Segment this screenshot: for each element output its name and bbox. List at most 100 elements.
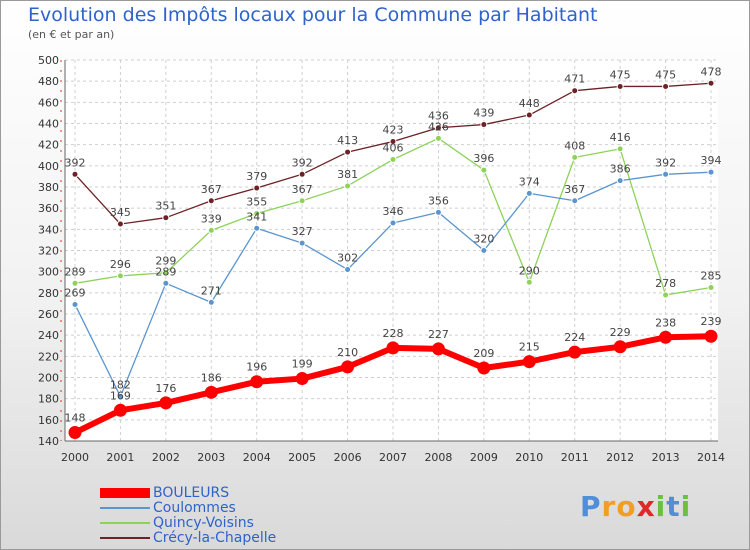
data-label: 296 xyxy=(110,258,131,271)
x-tick-label: 2005 xyxy=(288,451,316,464)
data-label: 478 xyxy=(701,65,722,78)
data-label: 182 xyxy=(110,379,131,392)
data-point xyxy=(207,226,215,234)
data-label: 186 xyxy=(201,371,222,384)
logo-letter: t xyxy=(666,490,681,523)
data-point xyxy=(525,111,533,119)
data-point xyxy=(571,197,579,205)
legend-swatch xyxy=(100,537,150,539)
x-tick-label: 2007 xyxy=(379,451,407,464)
x-tick-label: 2011 xyxy=(561,451,589,464)
data-point xyxy=(480,166,488,174)
data-label: 426 xyxy=(428,120,449,133)
y-tick-label: 400 xyxy=(38,160,59,173)
y-tick-label: 460 xyxy=(38,96,59,109)
data-point xyxy=(522,355,536,369)
data-label: 392 xyxy=(65,156,86,169)
data-label: 475 xyxy=(655,68,676,81)
chart-subtitle: (en € et par an) xyxy=(28,28,115,41)
data-point xyxy=(434,124,442,132)
data-label: 299 xyxy=(155,255,176,268)
data-point xyxy=(616,82,624,90)
data-point xyxy=(344,266,352,274)
y-tick-label: 420 xyxy=(38,139,59,152)
logo-letter: i xyxy=(680,490,692,523)
data-label: 209 xyxy=(473,347,494,360)
data-label: 169 xyxy=(110,389,131,402)
data-point xyxy=(116,272,124,280)
y-tick-label: 300 xyxy=(38,266,59,279)
x-tick-label: 2002 xyxy=(152,451,180,464)
data-label: 196 xyxy=(246,361,267,374)
logo-letter: r xyxy=(601,490,617,523)
logo-letter: x xyxy=(636,490,656,523)
data-label: 290 xyxy=(519,264,540,277)
data-point xyxy=(434,134,442,142)
data-point xyxy=(71,170,79,178)
x-tick-label: 2013 xyxy=(652,451,680,464)
x-tick-label: 2004 xyxy=(243,451,271,464)
x-tick-label: 2001 xyxy=(106,451,134,464)
y-tick-label: 380 xyxy=(38,181,59,194)
data-point xyxy=(341,360,355,374)
y-tick-label: 240 xyxy=(38,329,59,342)
x-tick-label: 2006 xyxy=(334,451,362,464)
data-point xyxy=(662,82,670,90)
y-tick-label: 260 xyxy=(38,308,59,321)
data-point xyxy=(389,137,397,145)
y-tick-label: 500 xyxy=(38,54,59,67)
data-label: 381 xyxy=(337,168,358,181)
data-point xyxy=(250,375,264,389)
data-label: 148 xyxy=(65,412,86,425)
data-point xyxy=(568,345,582,359)
data-label: 229 xyxy=(610,326,631,339)
data-label: 238 xyxy=(655,316,676,329)
logo-letter: P xyxy=(580,490,602,523)
data-point xyxy=(116,393,124,401)
data-label: 215 xyxy=(519,341,540,354)
data-point xyxy=(162,214,170,222)
y-tick-label: 440 xyxy=(38,118,59,131)
data-point xyxy=(659,330,673,344)
data-label: 289 xyxy=(65,265,86,278)
data-point xyxy=(616,145,624,153)
data-label: 367 xyxy=(201,183,222,196)
data-label: 392 xyxy=(292,156,313,169)
data-label: 346 xyxy=(383,205,404,218)
data-point xyxy=(344,148,352,156)
y-tick-label: 280 xyxy=(38,287,59,300)
data-point xyxy=(71,279,79,287)
data-point xyxy=(616,177,624,185)
y-tick-label: 180 xyxy=(38,393,59,406)
data-label: 475 xyxy=(610,68,631,81)
data-point xyxy=(162,269,170,277)
data-point xyxy=(389,219,397,227)
data-label: 199 xyxy=(292,358,313,371)
data-label: 406 xyxy=(383,141,404,154)
data-label: 374 xyxy=(519,175,540,188)
data-point xyxy=(707,79,715,87)
data-point xyxy=(344,182,352,190)
data-point xyxy=(207,298,215,306)
data-point xyxy=(71,300,79,308)
data-point xyxy=(571,87,579,95)
data-point xyxy=(162,279,170,287)
data-label: 471 xyxy=(564,73,585,86)
data-point xyxy=(662,291,670,299)
data-label: 355 xyxy=(246,195,267,208)
data-label: 224 xyxy=(564,331,585,344)
x-tick-label: 2003 xyxy=(197,451,225,464)
data-label: 327 xyxy=(292,225,313,238)
data-label: 386 xyxy=(610,163,631,176)
data-label: 271 xyxy=(201,284,222,297)
x-tick-label: 2010 xyxy=(515,451,543,464)
y-tick-label: 320 xyxy=(38,245,59,258)
data-label: 302 xyxy=(337,252,358,265)
data-point xyxy=(207,197,215,205)
data-label: 416 xyxy=(610,131,631,144)
data-label: 227 xyxy=(428,328,449,341)
data-point xyxy=(295,372,309,386)
x-tick-label: 2000 xyxy=(61,451,89,464)
data-point xyxy=(298,170,306,178)
y-tick-label: 480 xyxy=(38,75,59,88)
